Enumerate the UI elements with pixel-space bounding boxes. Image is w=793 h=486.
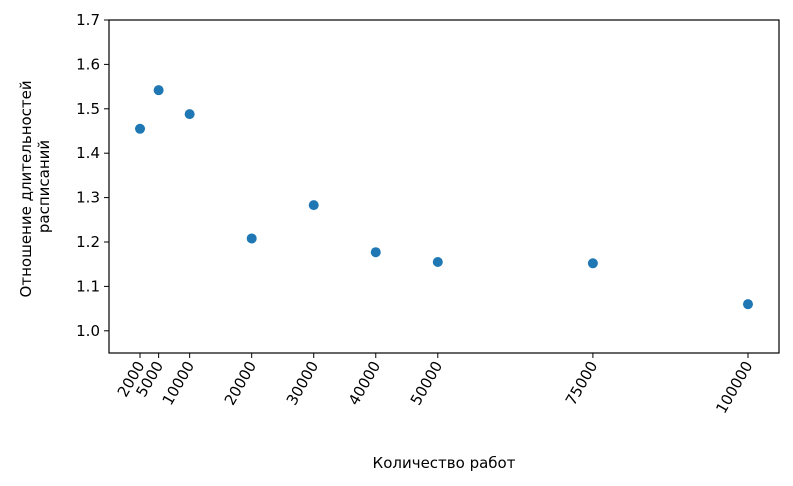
x-tick-label: 75000 [562, 358, 601, 408]
data-point [742, 299, 753, 310]
y-tick-label: 1.7 [76, 11, 100, 29]
x-tick-label: 100000 [712, 358, 756, 417]
y-axis-label-line-2: расписаний [35, 140, 53, 233]
data-point [135, 123, 146, 134]
x-axis-label: Количество работ [373, 454, 516, 472]
plot-area-frame [108, 19, 780, 354]
data-point [432, 256, 443, 267]
y-tick-label: 1.3 [76, 189, 100, 207]
y-tick-label: 1.2 [76, 233, 100, 251]
x-tick-label: 30000 [283, 358, 322, 408]
x-tick-label: 50000 [407, 358, 446, 408]
y-axis-label-line-1: Отношение длительностей [17, 80, 35, 297]
data-point [246, 233, 257, 244]
data-point [308, 200, 319, 211]
data-point [153, 85, 164, 96]
data-point [587, 258, 598, 269]
y-tick-label: 1.5 [76, 100, 100, 118]
y-axis-ticks: 1.0 1.1 1.2 1.3 1.4 1.5 1.6 1.7 [76, 11, 109, 340]
y-tick-label: 1.6 [76, 55, 100, 73]
y-tick-label: 1.1 [76, 277, 100, 295]
data-points [135, 85, 753, 310]
x-tick-label: 20000 [221, 358, 260, 408]
y-axis-label: Отношение длительностей расписаний [17, 76, 53, 298]
data-point [184, 109, 195, 120]
y-tick-label: 1.4 [76, 144, 100, 162]
x-tick-label: 40000 [345, 358, 384, 408]
data-point [370, 247, 381, 258]
y-tick-label: 1.0 [76, 322, 100, 340]
